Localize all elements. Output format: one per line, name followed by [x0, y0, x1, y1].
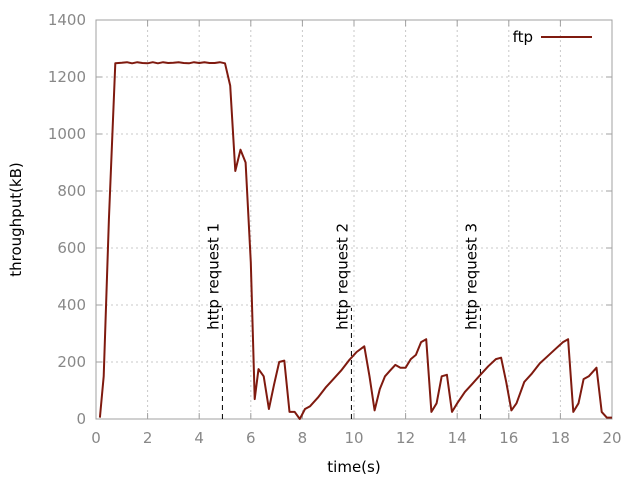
legend-entry-label: ftp [513, 28, 533, 46]
x-tick-label: 4 [194, 429, 204, 447]
grid [96, 20, 612, 419]
x-tick-label: 6 [246, 429, 256, 447]
series-line-ftp [98, 61, 612, 420]
annotation-label: http request 3 [462, 223, 480, 330]
y-tick-label: 1200 [48, 68, 86, 86]
annotation-label: http request 1 [204, 223, 222, 330]
x-tick-label: 8 [298, 429, 308, 447]
plot-border [95, 19, 613, 420]
x-tick-label: 20 [602, 429, 621, 447]
y-tick-label: 400 [57, 296, 86, 314]
y-tick-label: 1400 [48, 11, 86, 29]
y-tick-label: 200 [57, 353, 86, 371]
y-tick-label: 1000 [48, 125, 86, 143]
x-tick-label: 18 [551, 429, 570, 447]
x-tick-label: 12 [396, 429, 415, 447]
y-axis-label: throughput(kB) [7, 162, 25, 277]
y-axis: 0 200 400 600 800 1000 1200 1400 [48, 11, 612, 428]
x-tick-label: 10 [344, 429, 363, 447]
annotations: http request 1 http request 2 http request… [204, 223, 481, 419]
legend: ftp [513, 28, 592, 46]
annotation-label: http request 2 [333, 223, 351, 330]
x-axis-label: time(s) [327, 458, 380, 476]
y-tick-label: 800 [57, 182, 86, 200]
x-tick-label: 16 [499, 429, 518, 447]
x-tick-label: 0 [91, 429, 101, 447]
y-tick-label: 0 [76, 410, 86, 428]
x-tick-label: 2 [143, 429, 153, 447]
y-tick-label: 600 [57, 239, 86, 257]
x-axis: 0 2 4 6 8 10 12 14 16 18 20 [91, 20, 622, 447]
x-tick-label: 14 [448, 429, 467, 447]
series-group [98, 61, 612, 420]
